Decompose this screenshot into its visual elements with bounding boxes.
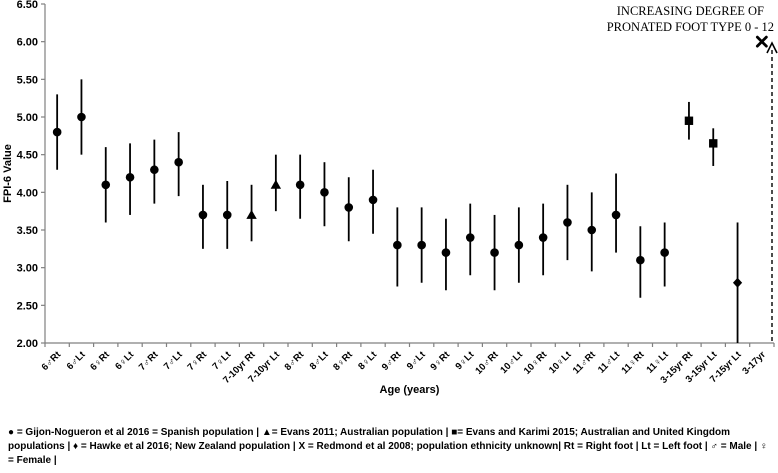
y-tick-label: 5.00	[17, 112, 38, 124]
data-point-circle	[465, 233, 475, 242]
x-tick-label: 9♂Rt	[380, 349, 404, 373]
data-point-x	[755, 35, 768, 48]
annotation-line-2: PRONATED FOOT TYPE 0 - 12	[607, 20, 774, 34]
y-tick-label: 2.00	[17, 338, 38, 350]
x-tick-label: 6♀Rt	[88, 349, 112, 373]
fpi6-scatter-svg: 2.00 2.50 3.00 3.50 4.00 4.50 5.00 5.50 6.00 6.50…	[2, 0, 778, 396]
data-point-circle	[77, 112, 86, 122]
data-point-circle	[514, 240, 524, 250]
data-point-circle	[222, 210, 232, 220]
data-point-circle	[563, 218, 572, 227]
data-point-circle	[636, 255, 645, 265]
x-axis-title: Age (years)	[380, 384, 440, 396]
data-point-circle	[660, 248, 669, 257]
data-point-circle	[417, 240, 426, 250]
data-point-diamond	[732, 277, 743, 288]
x-tick-label: 7♂Lt	[162, 349, 185, 372]
y-tick-label: 3.50	[17, 225, 38, 237]
data-point-circle	[538, 233, 548, 242]
data-point-circle	[320, 188, 329, 197]
data-point-triangle	[270, 179, 282, 189]
data-point-square	[709, 139, 718, 148]
x-tick-label: 10♂Lt	[498, 349, 525, 376]
y-tick-label: 4.00	[17, 187, 38, 199]
x-tick-label: 11♂Rt	[571, 349, 599, 377]
data-point-triangle	[246, 209, 257, 219]
x-tick-label: 8♂Rt	[283, 349, 307, 373]
x-tick-label: 6♀Lt	[113, 349, 136, 372]
data-point-circle	[490, 248, 499, 257]
annotation-line-1: INCREASING DEGREE OF	[617, 4, 764, 18]
data-point-circle	[295, 180, 305, 190]
data-point-circle	[368, 195, 378, 205]
x-tick-label: 10♀Rt	[522, 349, 550, 377]
annotation-up-arrowhead-icon	[766, 41, 778, 54]
x-tick-label: 8♀Lt	[356, 349, 379, 372]
x-tick-label: 11♂Lt	[596, 349, 623, 376]
x-tick-label: 10♂Rt	[473, 349, 501, 377]
data-point-square	[684, 116, 694, 125]
x-tick-label: 3-17yr	[740, 349, 768, 377]
data-point-circle	[52, 127, 62, 137]
x-tick-label: 11♀Rt	[619, 349, 647, 377]
legend-text: ● = Gijon-Nogueron et al 2016 = Spanish …	[8, 427, 768, 466]
data-point-circle	[174, 157, 183, 167]
x-tick-label: 7♂Rt	[137, 349, 161, 373]
data-point-circle	[125, 172, 135, 182]
data-point-circle	[393, 240, 402, 250]
data-point-circle	[611, 210, 621, 220]
data-point-circle	[344, 203, 354, 212]
x-tick-label: 6♂Rt	[40, 349, 64, 373]
y-tick-label: 3.00	[17, 263, 38, 275]
x-tick-label: 7♀Rt	[185, 349, 209, 373]
x-tick-label: 8♀Rt	[331, 349, 355, 373]
y-tick-label: 6.00	[17, 37, 38, 49]
chart-canvas: 2.00 2.50 3.00 3.50 4.00 4.50 5.00 5.50 6.00 6.50…	[2, 0, 778, 396]
data-point-circle	[101, 180, 111, 190]
y-tick-label: 2.50	[17, 300, 38, 312]
x-tick-label: 6♂Lt	[65, 349, 88, 372]
y-tick-label: 6.50	[17, 0, 38, 11]
x-tick-label: 8♂Lt	[308, 349, 331, 372]
x-tick-label: 10♀Lt	[547, 349, 574, 376]
y-axis-title: FPI-6 Value	[2, 144, 14, 203]
data-point-circle	[441, 248, 451, 257]
data-point-circle	[198, 210, 208, 220]
y-tick-label: 4.50	[17, 150, 38, 162]
data-point-circle	[150, 165, 159, 175]
data-point-circle	[587, 225, 597, 235]
x-tick-label: 9♀Rt	[428, 349, 452, 373]
x-tick-label: 9♂Lt	[405, 349, 428, 372]
y-tick-label: 5.50	[17, 74, 38, 86]
